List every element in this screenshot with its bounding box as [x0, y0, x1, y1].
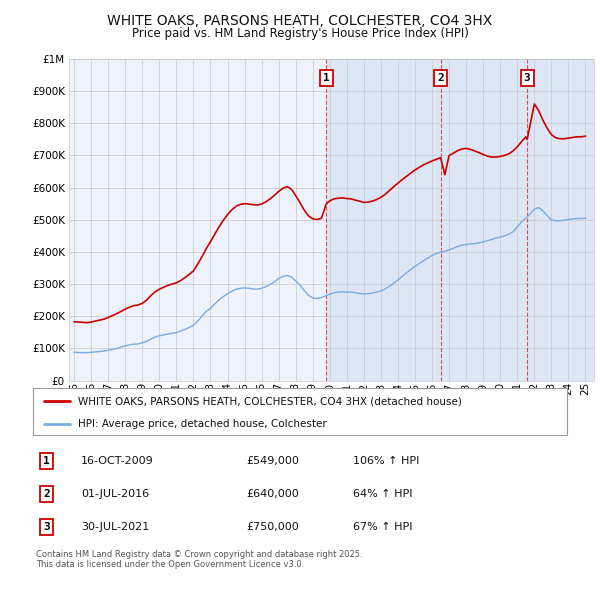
Text: 1: 1 — [43, 456, 50, 466]
Text: HPI: Average price, detached house, Colchester: HPI: Average price, detached house, Colc… — [79, 419, 327, 428]
FancyBboxPatch shape — [33, 388, 567, 435]
Text: 2: 2 — [43, 489, 50, 499]
Text: 16-OCT-2009: 16-OCT-2009 — [81, 456, 154, 466]
Text: Contains HM Land Registry data © Crown copyright and database right 2025.
This d: Contains HM Land Registry data © Crown c… — [36, 550, 362, 569]
Bar — [326, 59, 594, 381]
Text: £750,000: £750,000 — [247, 522, 299, 532]
Text: 1: 1 — [323, 73, 329, 83]
Text: 64% ↑ HPI: 64% ↑ HPI — [353, 489, 413, 499]
Text: 3: 3 — [43, 522, 50, 532]
Text: £549,000: £549,000 — [247, 456, 299, 466]
Text: WHITE OAKS, PARSONS HEATH, COLCHESTER, CO4 3HX: WHITE OAKS, PARSONS HEATH, COLCHESTER, C… — [107, 14, 493, 28]
Text: £640,000: £640,000 — [247, 489, 299, 499]
Text: 106% ↑ HPI: 106% ↑ HPI — [353, 456, 420, 466]
Text: 30-JUL-2021: 30-JUL-2021 — [81, 522, 149, 532]
Text: 2: 2 — [437, 73, 444, 83]
Text: Price paid vs. HM Land Registry's House Price Index (HPI): Price paid vs. HM Land Registry's House … — [131, 27, 469, 40]
Text: 01-JUL-2016: 01-JUL-2016 — [81, 489, 149, 499]
Text: WHITE OAKS, PARSONS HEATH, COLCHESTER, CO4 3HX (detached house): WHITE OAKS, PARSONS HEATH, COLCHESTER, C… — [79, 396, 462, 407]
Text: 3: 3 — [524, 73, 530, 83]
Text: 67% ↑ HPI: 67% ↑ HPI — [353, 522, 413, 532]
